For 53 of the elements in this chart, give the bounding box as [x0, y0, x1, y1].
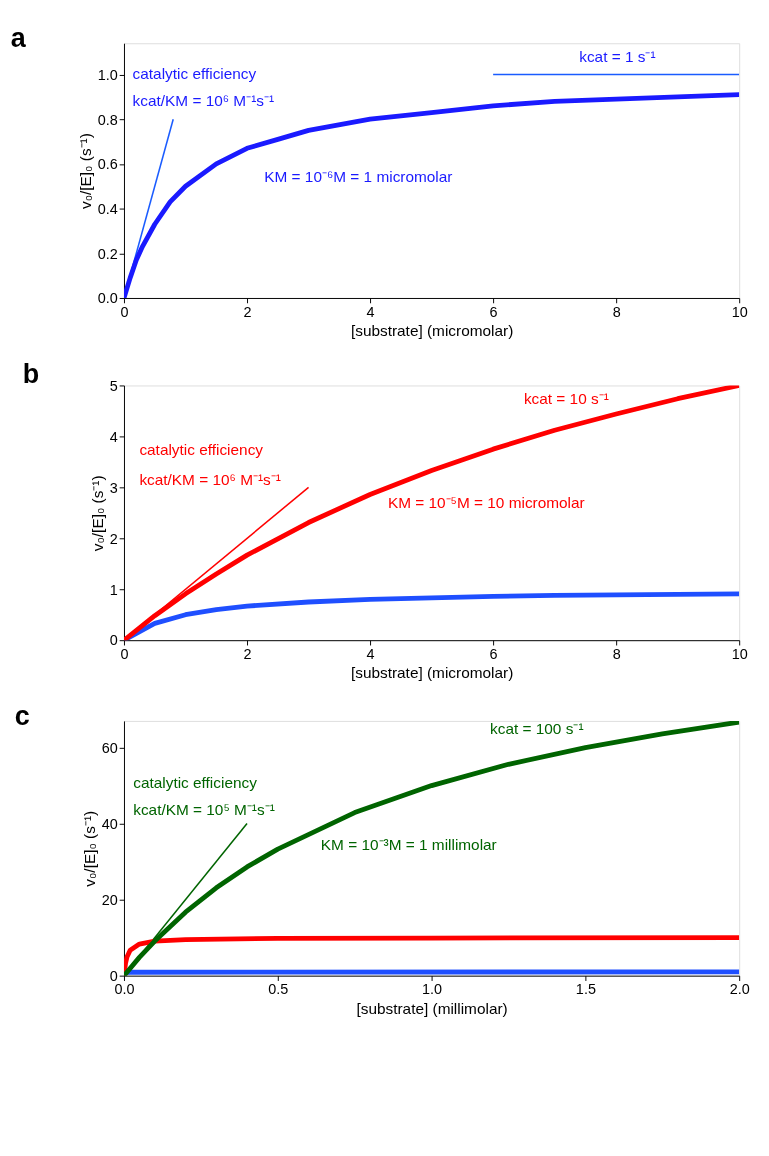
x-tick-label: 0.5 — [268, 981, 289, 998]
y-tick-label: 2 — [109, 530, 118, 547]
y-axis-title: v₀/[E]₀ (s⁻¹) — [76, 133, 94, 210]
annotation: KM = 10⁻³M = 1 millimolar — [320, 835, 497, 853]
y-tick-label: 4 — [109, 428, 118, 445]
y-tick-label: 20 — [101, 891, 118, 908]
x-tick-label: 10 — [731, 645, 748, 662]
x-tick-label: 6 — [489, 303, 498, 320]
x-axis-title: [substrate] (micromolar) — [350, 664, 514, 682]
annotation: KM = 10⁻⁶M = 1 micromolar — [264, 168, 453, 186]
y-tick-label: 0.6 — [97, 156, 118, 173]
chart-title: c — [14, 700, 30, 731]
y-tick-label: 60 — [101, 739, 118, 756]
x-tick-label: 2 — [243, 645, 252, 662]
x-tick-label: 1.5 — [575, 981, 596, 998]
annotation: catalytic efficiency — [139, 440, 264, 458]
x-tick-label: 8 — [612, 645, 621, 662]
x-tick-label: 0 — [120, 645, 129, 662]
chart-title: b — [22, 358, 40, 389]
x-tick-label: 4 — [366, 645, 375, 662]
annotation: kcat = 100 s⁻¹ — [490, 720, 584, 738]
y-tick-label: 0.0 — [97, 290, 118, 307]
annotation: kcat/KM = 10⁶ M⁻¹s⁻¹ — [139, 470, 281, 488]
y-tick-label: 0.8 — [97, 111, 118, 128]
y-tick-label: 0 — [109, 967, 118, 984]
annotation: KM = 10⁻⁵M = 10 micromolar — [387, 494, 585, 512]
x-tick-label: 0 — [120, 303, 129, 320]
x-tick-label: 4 — [366, 303, 375, 320]
y-tick-label: 3 — [109, 479, 118, 496]
annotation: catalytic efficiency — [132, 65, 257, 83]
y-tick-label: 0.2 — [97, 245, 118, 262]
y-axis-title: v₀/[E]₀ (s⁻¹) — [89, 475, 107, 552]
annotation: kcat = 1 s⁻¹ — [579, 47, 656, 65]
x-tick-label: 10 — [731, 303, 748, 320]
x-axis-title: [substrate] (micromolar) — [350, 321, 514, 339]
x-tick-label: 1.0 — [422, 981, 443, 998]
y-tick-label: 5 — [109, 377, 118, 394]
annotation: catalytic efficiency — [133, 774, 258, 792]
annotation: kcat/KM = 10⁵ M⁻¹s⁻¹ — [133, 801, 275, 819]
y-tick-label: 1.0 — [97, 66, 118, 83]
x-tick-label: 8 — [612, 303, 621, 320]
y-tick-label: 1 — [109, 581, 118, 598]
x-tick-label: 2.0 — [729, 981, 750, 998]
chart-title: a — [10, 23, 27, 54]
x-axis-title: [substrate] (millimolar) — [356, 999, 508, 1017]
y-tick-label: 0 — [109, 632, 118, 649]
x-tick-label: 6 — [489, 645, 498, 662]
y-tick-label: 0.4 — [97, 200, 118, 217]
y-tick-label: 40 — [101, 815, 118, 832]
x-tick-label: 2 — [243, 303, 252, 320]
annotation: kcat = 10 s⁻¹ — [523, 389, 609, 407]
y-axis-title: v₀/[E]₀ (s⁻¹) — [80, 810, 98, 887]
annotation: kcat/KM = 10⁶ M⁻¹s⁻¹ — [132, 92, 275, 110]
